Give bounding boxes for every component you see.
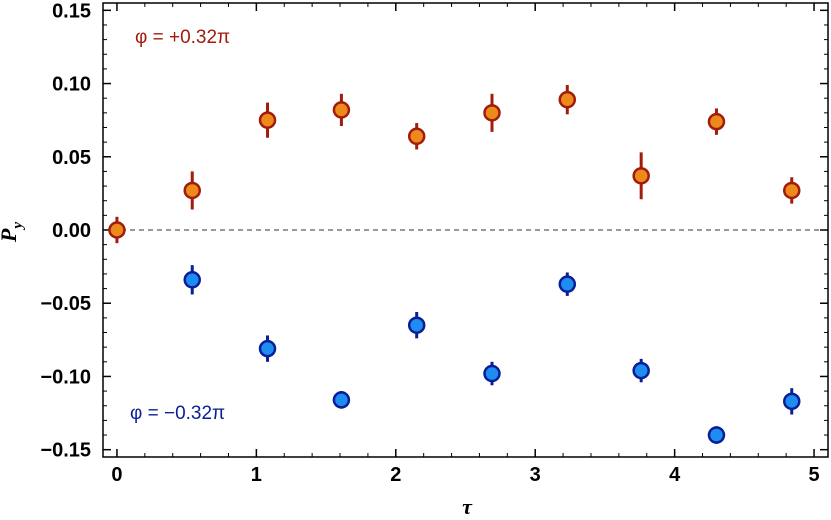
data-point: [183, 181, 201, 200]
data-point: [407, 127, 426, 146]
annotation-phi-negative: φ = −0.32π: [130, 403, 225, 424]
data-point: [332, 391, 351, 409]
data-point: [783, 181, 801, 200]
data-point: [258, 111, 277, 129]
series-phi-positive: [108, 85, 801, 244]
x-tick-label: 0: [111, 464, 122, 486]
y-axis-label-main: P: [0, 228, 21, 243]
y-tick-label: 0.10: [52, 74, 91, 96]
data-point: [258, 339, 277, 358]
x-axis-label: τ: [462, 494, 473, 519]
data-point: [183, 271, 201, 289]
data-point: [632, 361, 650, 380]
data-point: [558, 275, 577, 293]
data-point: [783, 392, 801, 411]
y-tick-label: −0.15: [40, 440, 91, 462]
x-tick-label: 4: [669, 464, 681, 486]
y-tick-label: 0.00: [52, 220, 91, 242]
data-point: [558, 90, 577, 109]
x-tick-label: 1: [251, 464, 262, 486]
series-phi-negative: [183, 265, 801, 444]
data-point: [483, 104, 501, 122]
x-tick-label: 2: [390, 464, 401, 486]
axis-ticks: 0 1 2 3 4 5 −0.15 −0.10 −0.05 0.00 0.05 0.10 0.15: [40, 0, 828, 486]
data-point: [108, 221, 126, 239]
y-axis-label-subscript: y: [10, 222, 26, 231]
data-point: [707, 426, 726, 444]
y-axis-label: Py: [0, 222, 26, 243]
y-tick-label: −0.10: [40, 366, 91, 388]
data-point: [707, 112, 726, 131]
data-point: [407, 316, 426, 334]
y-tick-label: −0.05: [40, 293, 91, 315]
data-point: [332, 101, 351, 119]
x-tick-label: 3: [530, 464, 541, 486]
x-tick-label: 5: [808, 464, 819, 486]
annotation-phi-positive: φ = +0.32π: [135, 27, 230, 48]
y-tick-label: 0.15: [52, 0, 91, 22]
data-series-layer: [108, 85, 801, 444]
data-point: [632, 167, 650, 185]
y-tick-label: 0.05: [52, 147, 91, 169]
data-point: [483, 364, 501, 383]
